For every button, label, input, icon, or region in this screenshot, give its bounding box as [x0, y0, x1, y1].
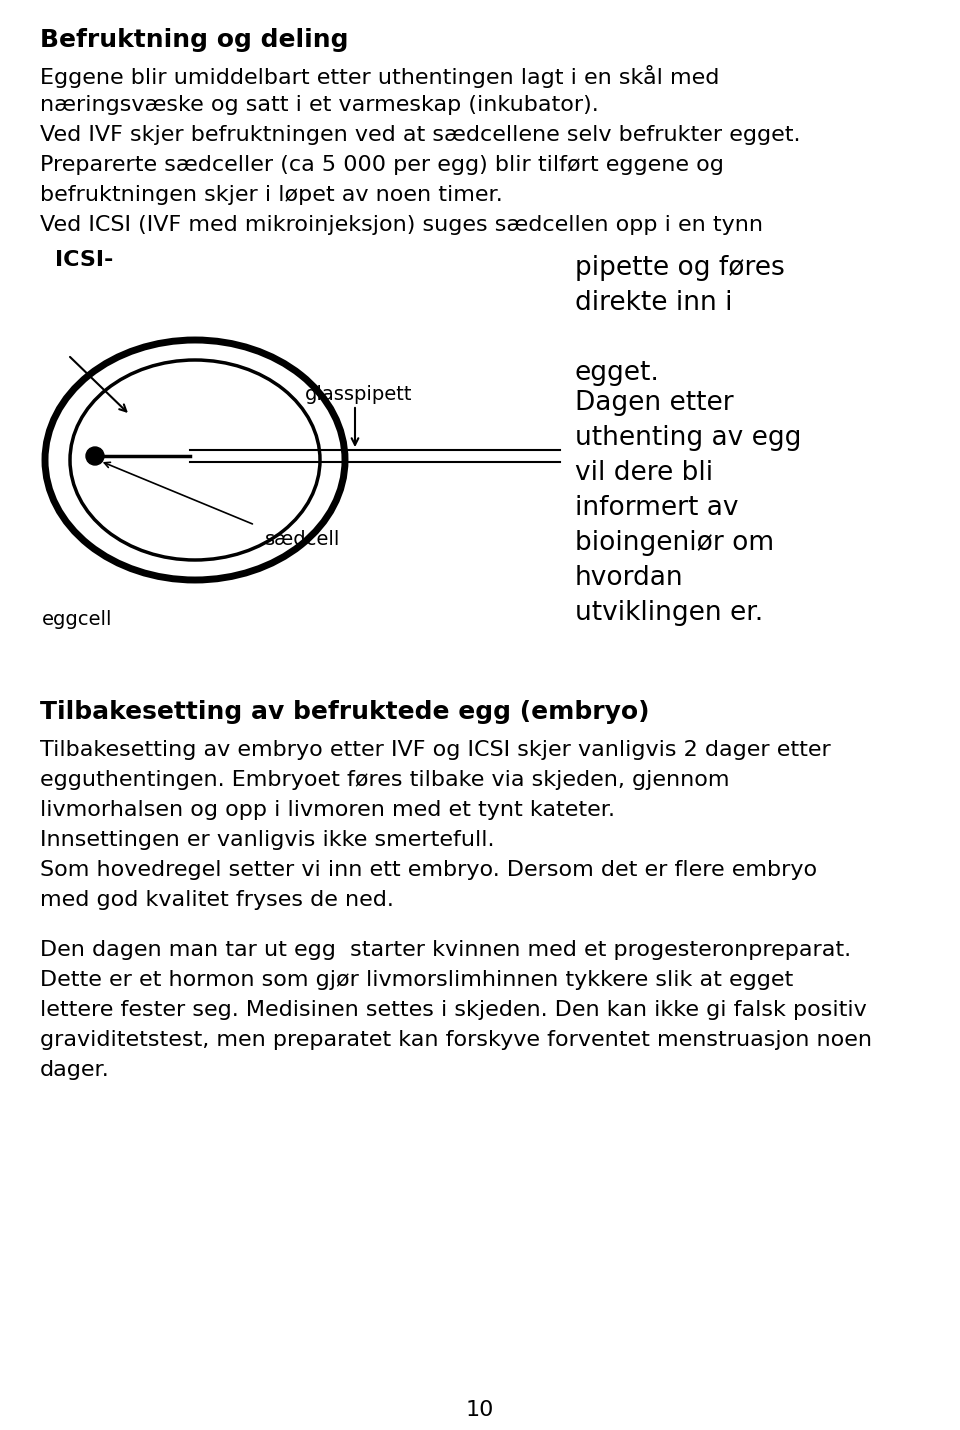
Text: Dagen etter: Dagen etter: [575, 390, 733, 416]
Text: egget.: egget.: [575, 360, 660, 386]
Text: Den dagen man tar ut egg  starter kvinnen med et progesteronpreparat.: Den dagen man tar ut egg starter kvinnen…: [40, 940, 852, 960]
Text: sædcell: sædcell: [265, 531, 341, 549]
Text: direkte inn i: direkte inn i: [575, 290, 732, 316]
Text: egguthentingen. Embryoet føres tilbake via skjeden, gjennom: egguthentingen. Embryoet føres tilbake v…: [40, 769, 730, 789]
Text: Ved IVF skjer befruktningen ved at sædcellene selv befrukter egget.: Ved IVF skjer befruktningen ved at sædce…: [40, 124, 801, 144]
Text: Tilbakesetting av embryo etter IVF og ICSI skjer vanligvis 2 dager etter: Tilbakesetting av embryo etter IVF og IC…: [40, 739, 830, 759]
Text: bioingeniør om: bioingeniør om: [575, 531, 774, 556]
Text: Preparerte sædceller (ca 5 000 per egg) blir tilført eggene og: Preparerte sædceller (ca 5 000 per egg) …: [40, 154, 724, 174]
Text: glasspipett: glasspipett: [305, 385, 413, 405]
Text: graviditetstest, men preparatet kan forskyve forventet menstruasjon noen: graviditetstest, men preparatet kan fors…: [40, 1030, 872, 1050]
Text: Innsettingen er vanligvis ikke smertefull.: Innsettingen er vanligvis ikke smerteful…: [40, 829, 494, 849]
Text: Eggene blir umiddelbart etter uthentingen lagt i en skål med: Eggene blir umiddelbart etter uthentinge…: [40, 64, 719, 89]
Text: dager.: dager.: [40, 1060, 109, 1080]
Text: befruktningen skjer i løpet av noen timer.: befruktningen skjer i løpet av noen time…: [40, 184, 503, 204]
Text: utviklingen er.: utviklingen er.: [575, 601, 763, 626]
Text: Dette er et hormon som gjør livmorslimhinnen tykkere slik at egget: Dette er et hormon som gjør livmorslimhi…: [40, 970, 793, 990]
Text: Som hovedregel setter vi inn ett embryo. Dersom det er flere embryo: Som hovedregel setter vi inn ett embryo.…: [40, 859, 817, 879]
Text: Befruktning og deling: Befruktning og deling: [40, 29, 348, 51]
Text: hvordan: hvordan: [575, 565, 684, 591]
Text: ICSI-: ICSI-: [55, 250, 113, 270]
Circle shape: [86, 448, 104, 465]
Text: eggcell: eggcell: [42, 611, 112, 629]
Text: Tilbakesetting av befruktede egg (embryo): Tilbakesetting av befruktede egg (embryo…: [40, 701, 650, 724]
Text: informert av: informert av: [575, 495, 738, 521]
Text: lettere fester seg. Medisinen settes i skjeden. Den kan ikke gi falsk positiv: lettere fester seg. Medisinen settes i s…: [40, 1000, 867, 1020]
Text: vil dere bli: vil dere bli: [575, 460, 713, 486]
Text: 10: 10: [466, 1400, 494, 1420]
Text: livmorhalsen og opp i livmoren med et tynt kateter.: livmorhalsen og opp i livmoren med et ty…: [40, 799, 615, 819]
Text: næringsvæske og satt i et varmeskap (inkubator).: næringsvæske og satt i et varmeskap (ink…: [40, 94, 599, 114]
Text: uthenting av egg: uthenting av egg: [575, 425, 802, 450]
Text: Ved ICSI (IVF med mikroinjeksjon) suges sædcellen opp i en tynn: Ved ICSI (IVF med mikroinjeksjon) suges …: [40, 214, 763, 235]
Text: pipette og føres: pipette og føres: [575, 255, 784, 282]
Text: med god kvalitet fryses de ned.: med god kvalitet fryses de ned.: [40, 889, 394, 909]
